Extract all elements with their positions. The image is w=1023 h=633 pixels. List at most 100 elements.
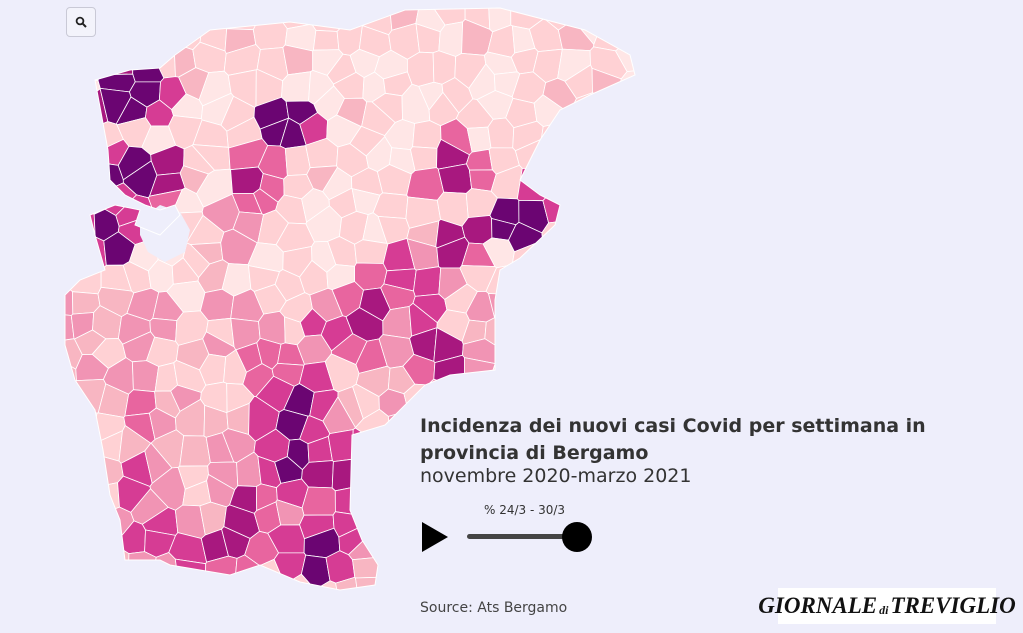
municipality-area[interactable] [17, 474, 74, 521]
municipality-area[interactable] [220, 584, 270, 633]
municipality-area[interactable] [593, 15, 627, 52]
municipality-area[interactable] [579, 194, 618, 230]
municipality-area[interactable] [568, 217, 597, 251]
zoom-button[interactable] [66, 7, 96, 37]
municipality-area[interactable] [71, 176, 109, 196]
municipality-area[interactable] [513, 311, 552, 350]
municipality-area[interactable] [74, 154, 108, 178]
municipality-area[interactable] [461, 534, 491, 566]
municipality-area[interactable] [67, 579, 114, 632]
municipality-area[interactable] [19, 139, 79, 174]
municipality-area[interactable] [546, 162, 578, 194]
municipality-area[interactable] [593, 315, 623, 341]
municipality-area[interactable] [12, 68, 67, 113]
municipality-area[interactable] [386, 0, 423, 31]
municipality-area[interactable] [484, 380, 515, 405]
municipality-area[interactable] [40, 97, 79, 131]
municipality-area[interactable] [611, 372, 648, 412]
municipality-area[interactable] [540, 120, 570, 154]
municipality-area[interactable] [568, 245, 593, 272]
municipality-area[interactable] [386, 499, 420, 535]
municipality-area[interactable] [585, 326, 619, 366]
municipality-area[interactable] [281, 0, 320, 30]
municipality-area[interactable] [567, 367, 594, 402]
municipality-area[interactable] [575, 254, 600, 291]
municipality-area[interactable] [355, 576, 382, 628]
municipality-area[interactable] [427, 378, 458, 408]
municipality-area[interactable] [205, 555, 238, 590]
municipality-area[interactable] [387, 410, 420, 443]
municipality-area[interactable] [546, 265, 580, 292]
municipality-area[interactable] [352, 556, 387, 579]
municipality-area[interactable] [606, 579, 672, 633]
municipality-area[interactable] [534, 548, 562, 583]
municipality-area[interactable] [623, 114, 679, 162]
municipality-area[interactable] [21, 210, 77, 246]
municipality-area[interactable] [310, 580, 346, 633]
municipality-area[interactable] [25, 285, 74, 316]
municipality-area[interactable] [334, 485, 374, 517]
municipality-area[interactable] [410, 146, 438, 172]
municipality-area[interactable] [513, 328, 540, 369]
municipality-area[interactable] [73, 500, 103, 534]
municipality-area[interactable] [199, 288, 235, 322]
municipality-area[interactable] [618, 260, 679, 321]
municipality-area[interactable] [559, 380, 590, 412]
municipality-area[interactable] [456, 550, 486, 580]
municipality-area[interactable] [98, 50, 134, 76]
municipality-area[interactable] [596, 127, 627, 158]
municipality-area[interactable] [14, 243, 72, 304]
municipality-area[interactable] [380, 552, 413, 579]
municipality-area[interactable] [456, 381, 489, 409]
municipality-area[interactable] [21, 383, 81, 413]
municipality-area[interactable] [623, 170, 680, 209]
municipality-area[interactable] [103, 548, 130, 580]
municipality-area[interactable] [243, 0, 299, 22]
municipality-area[interactable] [128, 551, 157, 580]
municipality-area[interactable] [518, 264, 552, 297]
municipality-area[interactable] [374, 432, 407, 464]
municipality-area[interactable] [14, 155, 76, 211]
municipality-area[interactable] [495, 329, 519, 371]
municipality-area[interactable] [568, 189, 603, 220]
time-slider-handle[interactable] [562, 522, 592, 552]
municipality-area[interactable] [614, 0, 673, 26]
municipality-area[interactable] [180, 0, 211, 31]
municipality-area[interactable] [595, 216, 627, 250]
municipality-area[interactable] [18, 397, 75, 439]
municipality-area[interactable] [583, 264, 621, 298]
municipality-area[interactable] [618, 495, 680, 549]
municipality-area[interactable] [586, 137, 622, 169]
municipality-area[interactable] [327, 429, 354, 463]
municipality-area[interactable] [331, 458, 362, 492]
municipality-area[interactable] [364, 505, 398, 543]
municipality-area[interactable] [11, 110, 75, 157]
municipality-area[interactable] [380, 532, 414, 558]
municipality-area[interactable] [44, 431, 78, 462]
municipality-area[interactable] [591, 243, 627, 276]
municipality-area[interactable] [312, 29, 340, 51]
municipality-area[interactable] [571, 162, 602, 195]
municipality-area[interactable] [585, 568, 617, 629]
municipality-area[interactable] [146, 0, 185, 28]
municipality-area[interactable] [621, 340, 681, 408]
municipality-area[interactable] [560, 286, 593, 313]
municipality-area[interactable] [584, 504, 621, 533]
municipality-area[interactable] [66, 453, 96, 482]
municipality-area[interactable] [413, 266, 442, 297]
municipality-area[interactable] [597, 483, 622, 519]
municipality-area[interactable] [624, 219, 678, 262]
municipality-area[interactable] [132, 572, 161, 625]
municipality-area[interactable] [25, 191, 81, 225]
municipality-area[interactable] [537, 327, 575, 364]
municipality-area[interactable] [93, 527, 122, 563]
municipality-area[interactable] [614, 94, 670, 130]
municipality-area[interactable] [71, 472, 103, 504]
municipality-area[interactable] [567, 307, 596, 339]
municipality-area[interactable] [98, 0, 136, 30]
municipality-area[interactable] [122, 0, 153, 37]
municipality-area[interactable] [509, 381, 544, 414]
municipality-area[interactable] [301, 486, 336, 516]
municipality-area[interactable] [64, 79, 101, 107]
municipality-area[interactable] [565, 485, 601, 516]
